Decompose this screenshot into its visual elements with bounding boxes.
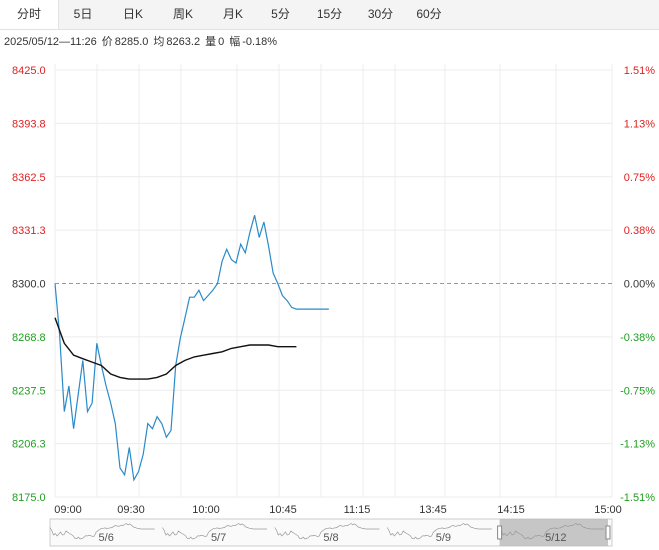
tab-8[interactable]: 60分: [416, 7, 442, 21]
price-label: 价: [101, 36, 113, 48]
avg-label: 均: [153, 36, 165, 48]
quote-datetime: 2025/05/12—11:26: [4, 36, 97, 48]
price-value: 8285.0: [114, 36, 149, 48]
tab-5[interactable]: 5分: [271, 7, 290, 21]
x-tick-0: 09:00: [54, 504, 82, 516]
x-tick-5: 13:45: [419, 504, 447, 516]
y-tick-right-8: -1.51%: [620, 492, 655, 504]
navigator-date-4: 5/12: [545, 532, 566, 544]
tab-6[interactable]: 15分: [316, 7, 343, 21]
navigator-history-0: [49, 523, 155, 540]
y-tick-right-5: -0.38%: [620, 332, 655, 344]
y-tick-left-1: 8393.8: [12, 118, 46, 130]
navigator-history-2: [274, 523, 380, 540]
y-tick-right-1: 1.13%: [624, 118, 655, 130]
y-tick-left-0: 8425.0: [12, 65, 46, 77]
x-tick-7: 15:00: [594, 504, 622, 516]
x-tick-4: 11:15: [344, 504, 371, 516]
y-tick-left-7: 8206.3: [12, 439, 46, 451]
navigator-history-3: [386, 523, 492, 540]
navigator-date-0: 5/6: [99, 532, 114, 544]
navigator-handle-0[interactable]: [497, 525, 503, 540]
y-tick-right-6: -0.75%: [620, 385, 655, 397]
navigator-history-1: [162, 523, 267, 540]
change-label: 幅: [229, 36, 241, 48]
volume-value: 0: [218, 36, 225, 48]
tab-0[interactable]: 分时: [0, 0, 59, 29]
navigator-history-4: [499, 523, 605, 540]
y-tick-left-4: 8300.0: [12, 279, 46, 291]
y-tick-right-0: 1.51%: [624, 65, 655, 77]
change-value: -0.18%: [242, 36, 278, 48]
tab-2[interactable]: 日K: [122, 7, 143, 21]
y-tick-left-6: 8237.5: [12, 385, 46, 397]
y-tick-right-2: 0.75%: [624, 172, 655, 184]
quote-info-bar: 2025/05/12—11:26 价 8285.0 均 8263.2 量 0 幅 -0.18%: [4, 34, 282, 50]
navigator-handle-1[interactable]: [605, 525, 611, 540]
average-line: [54, 317, 297, 380]
tab-7[interactable]: 30分: [367, 7, 394, 21]
y-tick-left-3: 8331.3: [12, 225, 46, 237]
y-tick-left-2: 8362.5: [12, 172, 46, 184]
navigator-date-2: 5/8: [323, 532, 338, 544]
y-tick-right-3: 0.38%: [624, 225, 655, 237]
navigator-date-1: 5/7: [211, 532, 226, 544]
y-tick-right-7: -1.13%: [620, 439, 655, 451]
tab-1[interactable]: 5日: [73, 7, 93, 21]
x-tick-6: 14:15: [497, 504, 525, 516]
x-tick-2: 10:00: [192, 504, 220, 516]
volume-label: 量: [205, 36, 217, 48]
x-tick-3: 10:45: [269, 504, 297, 516]
avg-value: 8263.2: [166, 36, 201, 48]
tab-4[interactable]: 月K: [222, 7, 243, 21]
y-tick-left-8: 8175.0: [12, 492, 46, 504]
price-line: [54, 215, 329, 482]
tab-3[interactable]: 周K: [172, 7, 193, 21]
period-tabs: 分时 5日 日K 周K 月K 5分 15分 30分 60分: [0, 0, 659, 30]
y-tick-left-5: 8268.8: [12, 332, 46, 344]
y-tick-right-4: 0.00%: [624, 279, 655, 291]
x-tick-1: 09:30: [117, 504, 145, 516]
navigator-date-3: 5/9: [436, 532, 451, 544]
